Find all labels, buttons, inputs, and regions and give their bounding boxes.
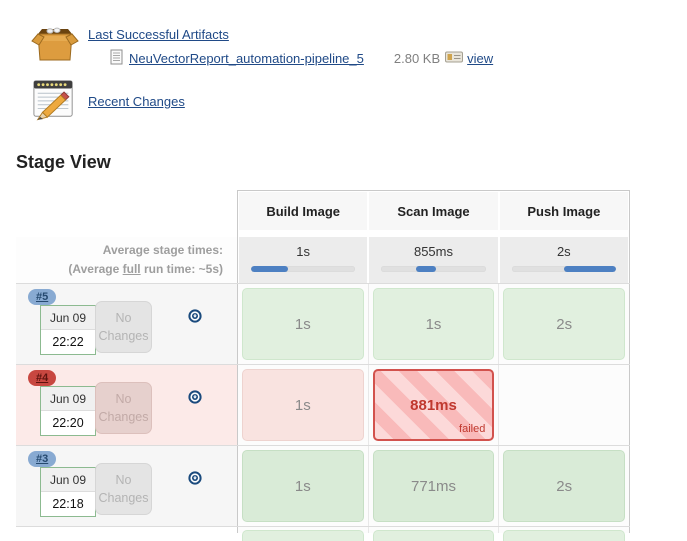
column-header-push-image: Push Image	[499, 192, 628, 230]
stage-header-row: Build Image Scan Image Push Image	[16, 190, 630, 237]
build-datetime[interactable]: Jun 09 22:22	[40, 305, 96, 355]
stage-cell[interactable]	[242, 530, 364, 541]
average-stage-push: 2s	[499, 237, 628, 283]
run-row-4: #4 Jun 09 22:20 No Changes 1s 881ms fail…	[16, 364, 630, 445]
stage-cell[interactable]	[372, 530, 495, 541]
build-time: 22:20	[52, 416, 84, 430]
recent-changes-block: Recent Changes	[30, 77, 687, 126]
console-output-icon[interactable]	[188, 471, 202, 485]
column-header-scan-image: Scan Image	[369, 192, 498, 230]
build-badge[interactable]: #3	[28, 451, 57, 467]
document-icon	[110, 49, 123, 68]
stage-view-title: Stage View	[16, 152, 111, 172]
run-row-3: #3 Jun 09 22:18 No Changes 1s 771ms 2s	[16, 445, 630, 526]
build-time: 22:18	[52, 497, 84, 511]
artifact-view-link[interactable]: view	[467, 51, 494, 66]
failed-label: failed	[459, 423, 486, 435]
column-header-build-image: Build Image	[239, 192, 368, 230]
last-artifacts-block: Last Successful Artifacts NeuVectorRepor…	[30, 20, 687, 69]
average-time-value: 855ms	[413, 244, 453, 259]
average-times-label: Average stage times: (Average full run t…	[16, 237, 237, 283]
run-row-5: #5 Jun 09 22:22 No Changes 1s 1s 2s	[16, 283, 630, 364]
build-time: 22:22	[52, 335, 84, 349]
stage-cell[interactable]: 2s	[503, 450, 626, 522]
last-successful-artifacts-link[interactable]: Last Successful Artifacts	[88, 27, 229, 42]
no-changes-box: No Changes	[95, 463, 152, 515]
average-time-value: 2s	[556, 244, 571, 259]
artifact-file-size: 2.80 KB	[393, 51, 441, 66]
average-times-row: Average stage times: (Average full run t…	[16, 237, 630, 283]
stage-cell[interactable]: 1s	[242, 369, 364, 441]
stage-cell-empty	[498, 365, 629, 445]
build-date: Jun 09	[41, 468, 95, 492]
stage-timeline-bar	[381, 266, 486, 272]
stage-cell[interactable]	[503, 530, 626, 541]
console-output-icon[interactable]	[188, 390, 202, 404]
notepad-icon	[31, 77, 79, 126]
build-badge[interactable]: #4	[28, 370, 57, 386]
stage-cell[interactable]: 2s	[503, 288, 626, 360]
build-date: Jun 09	[41, 387, 95, 411]
average-label-line1: Average stage times:	[102, 243, 223, 258]
no-changes-box: No Changes	[95, 301, 152, 353]
fingerprint-icon	[445, 51, 464, 66]
average-time-value: 1s	[296, 244, 311, 259]
build-badge[interactable]: #5	[28, 289, 57, 305]
stage-timeline-bar	[251, 266, 356, 272]
stage-cell[interactable]: 1s	[242, 450, 364, 522]
stage-cell[interactable]: 1s	[242, 288, 364, 360]
build-date: Jun 09	[41, 306, 95, 330]
artifact-file-link[interactable]: NeuVectorReport_automation-pipeline_5	[129, 51, 364, 66]
no-changes-box: No Changes	[95, 382, 152, 434]
build-datetime[interactable]: Jun 09 22:18	[40, 467, 96, 517]
stage-cell[interactable]: 1s	[372, 288, 495, 360]
stage-view-table: Build Image Scan Image Push Image Averag…	[16, 190, 630, 541]
console-output-icon[interactable]	[188, 309, 202, 323]
average-stage-build: 1s	[239, 237, 368, 283]
sidebar-summary: Last Successful Artifacts NeuVectorRepor…	[0, 0, 687, 126]
stage-cell[interactable]: 771ms	[372, 450, 495, 522]
recent-changes-link[interactable]: Recent Changes	[88, 94, 185, 109]
stage-timeline-bar	[511, 266, 616, 272]
stage-cell-duration: 881ms	[410, 396, 457, 414]
average-stage-scan: 855ms	[369, 237, 498, 283]
run-row-partial	[16, 526, 630, 541]
package-icon	[30, 20, 80, 69]
stage-cell-failed[interactable]: 881ms failed	[372, 369, 495, 441]
average-label-line2: (Average full run time: ~5s)	[68, 262, 223, 276]
build-datetime[interactable]: Jun 09 22:20	[40, 386, 96, 436]
